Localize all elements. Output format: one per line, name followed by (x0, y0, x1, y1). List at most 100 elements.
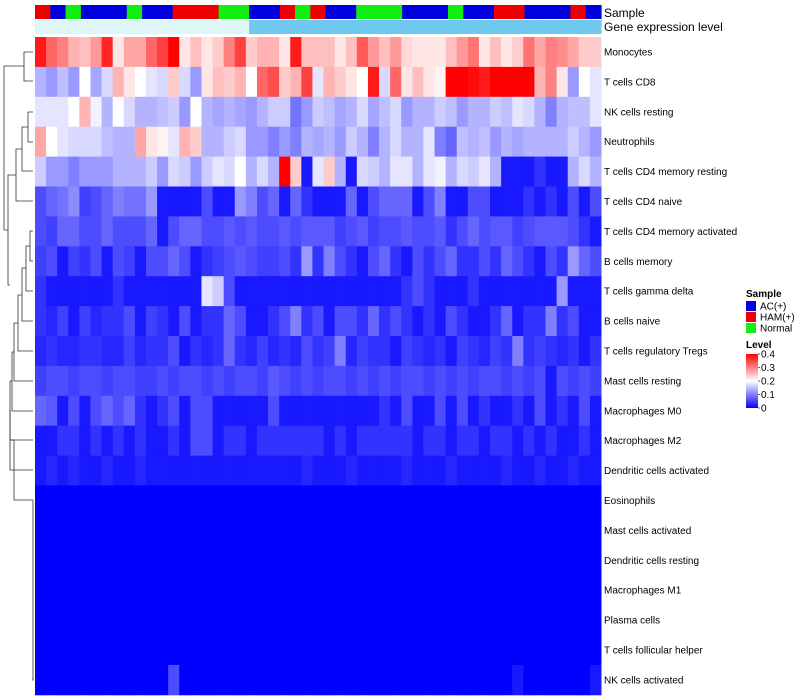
heatmap-cell (145, 485, 158, 516)
heatmap-cell (46, 156, 58, 187)
heatmap-cell (90, 96, 103, 128)
heatmap-cell (412, 545, 424, 576)
heatmap-cell (545, 605, 558, 636)
heatmap-cell (478, 635, 491, 666)
heatmap-cell (589, 96, 602, 128)
heatmap-cell (68, 485, 80, 516)
heatmap-cell (512, 276, 524, 307)
heatmap-cell (301, 485, 313, 516)
gene-expression-annotation-cell (478, 20, 495, 34)
heatmap-cell (57, 365, 69, 397)
heatmap-cell (157, 336, 169, 367)
heatmap-cell (534, 605, 547, 636)
heatmap-cell (412, 156, 424, 187)
row-label: Neutrophils (604, 137, 655, 148)
heatmap-cell (501, 545, 513, 576)
heatmap-cell (334, 96, 347, 128)
heatmap-cell (68, 156, 80, 187)
heatmap-cell (68, 37, 80, 68)
heatmap-cell (379, 545, 391, 576)
heatmap-cell (478, 664, 491, 696)
heatmap-cell (412, 246, 424, 277)
heatmap-cell (445, 216, 458, 247)
legend-color-bar (746, 354, 758, 408)
heatmap-cell (578, 365, 591, 397)
heatmap-cell (90, 216, 103, 247)
gene-expression-annotation-cell (539, 20, 556, 34)
heatmap-cell (68, 395, 80, 427)
heatmap-cell (68, 66, 80, 98)
heatmap-cell (68, 96, 80, 128)
heatmap-cell (268, 425, 280, 457)
heatmap-cell (134, 216, 147, 247)
heatmap-cell (467, 635, 480, 666)
heatmap-cell (412, 515, 424, 546)
heatmap-cell (512, 635, 524, 666)
heatmap-cell (79, 186, 91, 217)
heatmap-cell (68, 276, 80, 307)
heatmap-cell (290, 276, 302, 307)
heatmap-cell (478, 216, 491, 247)
heatmap-cell (234, 365, 247, 397)
heatmap-cell (556, 635, 569, 666)
heatmap-cell (35, 246, 47, 277)
heatmap-cell (356, 455, 369, 486)
heatmap-cell (290, 545, 302, 576)
legend-label: AC(+) (760, 302, 786, 313)
heatmap-cell (578, 126, 591, 158)
heatmap-cell (46, 365, 58, 397)
gene-expression-track-label: Gene expression level (604, 20, 723, 34)
heatmap-cell (445, 96, 458, 128)
heatmap-cell (68, 306, 80, 337)
heatmap-cell (190, 664, 202, 696)
heatmap-cell (490, 246, 502, 277)
heatmap-cell (290, 156, 302, 187)
heatmap-cell (212, 156, 225, 187)
heatmap-cell (445, 246, 458, 277)
heatmap-cell (301, 395, 313, 427)
heatmap-cell (90, 156, 103, 187)
heatmap-cell (490, 515, 502, 546)
heatmap-cell (523, 126, 535, 158)
heatmap-cell (534, 156, 547, 187)
heatmap-cell (190, 455, 202, 486)
heatmap-cell (46, 96, 58, 128)
heatmap-cell (567, 336, 580, 367)
heatmap-cell (234, 306, 247, 337)
gene-expression-annotation-cell (463, 20, 480, 34)
sample-annotation-cell (50, 5, 67, 19)
heatmap-cell (312, 425, 325, 457)
heatmap-cell (245, 276, 258, 307)
row-dendrogram (3, 51, 34, 681)
heatmap-cell (434, 605, 447, 636)
heatmap-cell (545, 425, 558, 457)
heatmap-cell (301, 635, 313, 666)
heatmap-cell (523, 395, 535, 427)
heatmap-cell (379, 276, 391, 307)
heatmap-cell (478, 425, 491, 457)
sample-annotation-cell (417, 5, 434, 19)
heatmap-cell (312, 246, 325, 277)
heatmap-cell (134, 37, 147, 68)
heatmap-cell (367, 425, 380, 457)
heatmap-cell (379, 306, 391, 337)
heatmap-cell (456, 365, 469, 397)
heatmap-cell (534, 186, 547, 217)
heatmap-cell (589, 37, 602, 68)
heatmap-cell (134, 306, 147, 337)
heatmap-cell (101, 605, 114, 636)
heatmap-cell (334, 575, 347, 606)
heatmap-cell (201, 365, 214, 397)
heatmap-cell (490, 126, 502, 158)
row-label: Macrophages M2 (604, 436, 682, 447)
heatmap-cell (112, 664, 125, 696)
heatmap-cell (190, 545, 202, 576)
heatmap-cell (301, 515, 313, 546)
heatmap-cell (190, 485, 202, 516)
heatmap-cell (567, 664, 580, 696)
heatmap-cell (312, 126, 325, 158)
heatmap-cell (301, 365, 313, 397)
heatmap-cell (290, 66, 302, 98)
heatmap-cell (234, 515, 247, 546)
heatmap-cell (234, 605, 247, 636)
